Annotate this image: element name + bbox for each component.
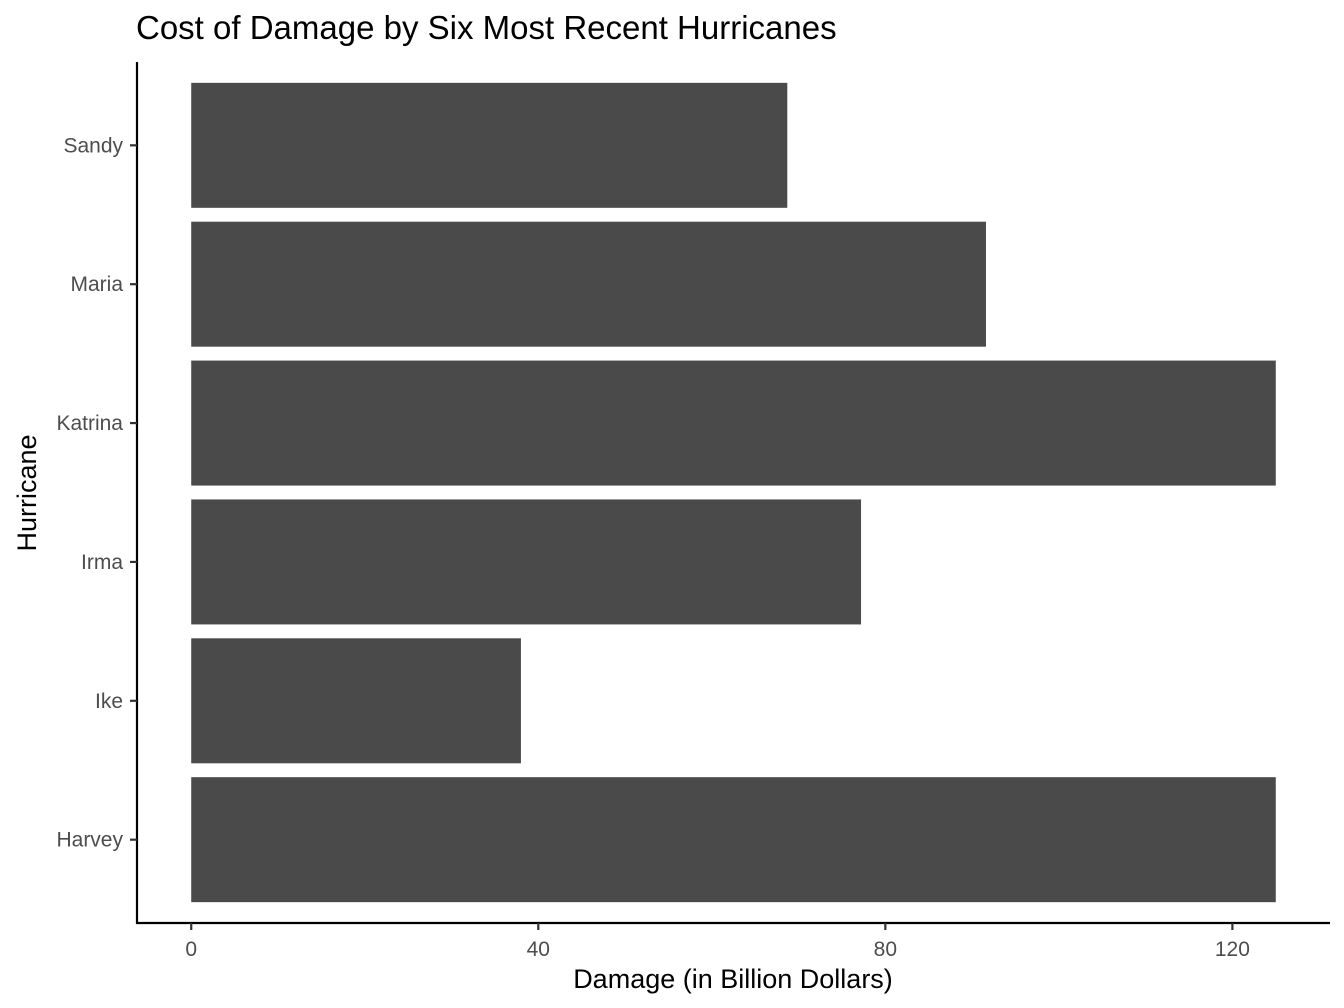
x-axis-title: Damage (in Billion Dollars) — [573, 964, 893, 994]
x-tick-label-0: 0 — [185, 938, 197, 961]
bar-sandy — [191, 82, 788, 208]
x-tick-label-40: 40 — [527, 938, 550, 961]
y-tick-label-ike: Ike — [95, 690, 123, 713]
y-axis-ticks: Harvey Ike Irma Katrina Maria Sandy — [56, 134, 137, 852]
y-axis-title: Hurricane — [12, 434, 42, 551]
bar-irma — [191, 499, 862, 625]
y-tick-label-maria: Maria — [70, 273, 123, 296]
bar-harvey — [191, 777, 1276, 903]
x-axis-ticks: 0 40 80 120 — [185, 923, 1250, 961]
y-tick-label-katrina: Katrina — [56, 412, 123, 435]
x-tick-label-120: 120 — [1215, 938, 1250, 961]
bars-group — [191, 82, 1276, 903]
chart-title: Cost of Damage by Six Most Recent Hurric… — [136, 9, 837, 46]
bar-maria — [191, 221, 986, 347]
bar-katrina — [191, 360, 1276, 486]
bar-ike — [191, 638, 521, 764]
y-tick-label-irma: Irma — [81, 551, 123, 574]
y-tick-label-harvey: Harvey — [56, 829, 123, 852]
y-tick-label-sandy: Sandy — [63, 134, 123, 157]
x-tick-label-80: 80 — [874, 938, 897, 961]
